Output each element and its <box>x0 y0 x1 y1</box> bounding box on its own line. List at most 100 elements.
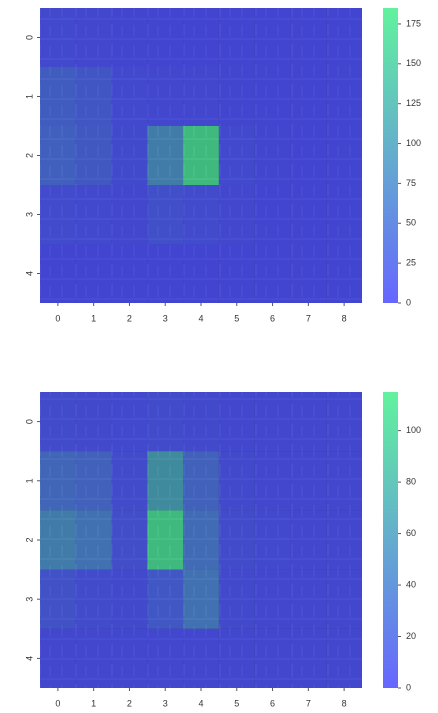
heat-cell <box>147 510 183 569</box>
x-tick-label: 0 <box>55 698 60 708</box>
y-tick-label: 4 <box>24 271 34 276</box>
heat-cell <box>76 629 112 688</box>
colorbar-tick-label: 100 <box>406 425 421 435</box>
heat-cell <box>40 392 76 451</box>
heat-cell <box>147 126 183 185</box>
x-tick-label: 8 <box>342 313 347 323</box>
colorbar-tick-label: 75 <box>406 178 416 188</box>
x-tick-label: 5 <box>234 698 239 708</box>
heat-cell <box>219 392 255 451</box>
heat-cell <box>326 185 362 244</box>
heat-cell <box>147 244 183 303</box>
heat-cell <box>112 67 148 126</box>
colorbar-tick-label: 40 <box>406 579 416 589</box>
colorbar-tick-label: 25 <box>406 258 416 268</box>
heat-cell <box>219 126 255 185</box>
heat-cell <box>40 67 76 126</box>
heat-cell <box>326 451 362 510</box>
heat-cell <box>326 244 362 303</box>
heat-cell <box>326 510 362 569</box>
heat-cell <box>183 126 219 185</box>
heat-cell <box>40 570 76 629</box>
colorbar-tick-label: 100 <box>406 138 421 148</box>
y-tick-label: 0 <box>24 35 34 40</box>
heat-cell <box>326 126 362 185</box>
heat-cell <box>183 451 219 510</box>
heat-cell <box>147 67 183 126</box>
heat-cell <box>183 629 219 688</box>
heat-cell <box>255 126 291 185</box>
heat-cell <box>255 392 291 451</box>
heat-cell <box>112 126 148 185</box>
heat-cell <box>40 451 76 510</box>
heat-cell <box>219 451 255 510</box>
heat-cell <box>255 451 291 510</box>
colorbar-tick-label: 80 <box>406 476 416 486</box>
heat-cell <box>112 629 148 688</box>
heat-cell <box>76 570 112 629</box>
colorbar-tick-label: 0 <box>406 297 411 307</box>
figure: 0123456780123402550751001251501750123456… <box>0 0 438 713</box>
heat-cell <box>183 510 219 569</box>
heat-cell <box>290 570 326 629</box>
heat-cell <box>183 185 219 244</box>
colorbar-tick-label: 0 <box>406 682 411 692</box>
heat-cell <box>183 244 219 303</box>
x-tick-label: 3 <box>163 698 168 708</box>
x-tick-label: 6 <box>270 698 275 708</box>
heat-cell <box>183 570 219 629</box>
heat-cell <box>255 8 291 67</box>
colorbar <box>383 392 398 688</box>
colorbar-tick-label: 175 <box>406 18 421 28</box>
heat-cell <box>219 244 255 303</box>
colorbar-tick-label: 60 <box>406 528 416 538</box>
colorbar-tick-label: 20 <box>406 631 416 641</box>
y-tick-label: 1 <box>24 94 34 99</box>
x-tick-label: 4 <box>198 698 203 708</box>
y-tick-label: 3 <box>24 597 34 602</box>
heat-cell <box>290 67 326 126</box>
heat-cell <box>40 629 76 688</box>
x-tick-label: 0 <box>55 313 60 323</box>
heat-cell <box>255 185 291 244</box>
heat-cell <box>147 629 183 688</box>
y-tick-label: 1 <box>24 478 34 483</box>
heat-cell <box>112 451 148 510</box>
heat-cell <box>183 67 219 126</box>
y-tick-label: 0 <box>24 419 34 424</box>
heat-cell <box>290 451 326 510</box>
heat-cell <box>40 244 76 303</box>
y-tick-label: 3 <box>24 212 34 217</box>
heat-cell <box>290 510 326 569</box>
heat-cell <box>326 392 362 451</box>
heat-cell <box>290 244 326 303</box>
heat-cell <box>40 185 76 244</box>
heat-cell <box>290 185 326 244</box>
x-tick-label: 8 <box>342 698 347 708</box>
heat-cell <box>326 67 362 126</box>
heat-cell <box>76 67 112 126</box>
x-tick-label: 2 <box>127 698 132 708</box>
heat-cell <box>147 392 183 451</box>
heat-cell <box>255 570 291 629</box>
heat-cell <box>112 8 148 67</box>
heat-cell <box>112 510 148 569</box>
heat-cell <box>255 629 291 688</box>
heat-cell <box>219 8 255 67</box>
heat-cell <box>76 185 112 244</box>
heat-cell <box>76 451 112 510</box>
heat-cell <box>40 510 76 569</box>
colorbar <box>383 8 398 303</box>
heat-cell <box>290 8 326 67</box>
x-tick-label: 1 <box>91 698 96 708</box>
heat-cell <box>76 510 112 569</box>
heat-cell <box>219 67 255 126</box>
x-tick-label: 7 <box>306 698 311 708</box>
heat-cell <box>112 244 148 303</box>
x-tick-label: 1 <box>91 313 96 323</box>
heat-cell <box>326 8 362 67</box>
heat-cell <box>40 8 76 67</box>
heat-cell <box>112 392 148 451</box>
heat-cell <box>219 185 255 244</box>
heat-cell <box>147 8 183 67</box>
